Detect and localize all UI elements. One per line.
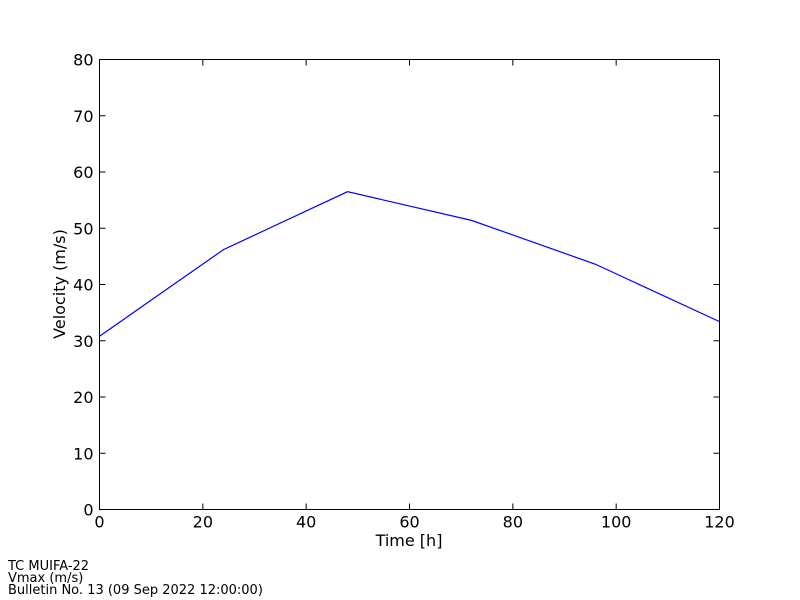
y-tick-label: 70: [73, 107, 93, 126]
x-tick-label: 100: [601, 513, 632, 532]
footer-line: Vmax (m/s): [8, 571, 83, 586]
x-tick-label: 0: [94, 513, 104, 532]
y-tick-label: 0: [83, 501, 93, 520]
y-tick-label: 10: [73, 444, 93, 463]
y-tick-label: 30: [73, 332, 93, 351]
y-tick-label: 20: [73, 388, 93, 407]
data-line: [99, 191, 720, 337]
y-tick-label: 50: [73, 219, 93, 238]
y-tick-label: 40: [73, 276, 93, 295]
y-axis-label: Velocity (m/s): [50, 229, 69, 339]
x-tick-label: 120: [704, 513, 735, 532]
y-tick-label: 60: [73, 163, 93, 182]
footer-line: Bulletin No. 13 (09 Sep 2022 12:00:00): [8, 583, 263, 598]
y-tick-label: 80: [73, 51, 93, 70]
x-tick-label: 20: [193, 513, 213, 532]
x-tick-label: 40: [296, 513, 316, 532]
x-tick-label: 60: [399, 513, 419, 532]
x-axis-label: Time [h]: [375, 531, 443, 550]
footer-line: TC MUIFA-22: [7, 559, 89, 574]
x-tick-label: 80: [503, 513, 523, 532]
